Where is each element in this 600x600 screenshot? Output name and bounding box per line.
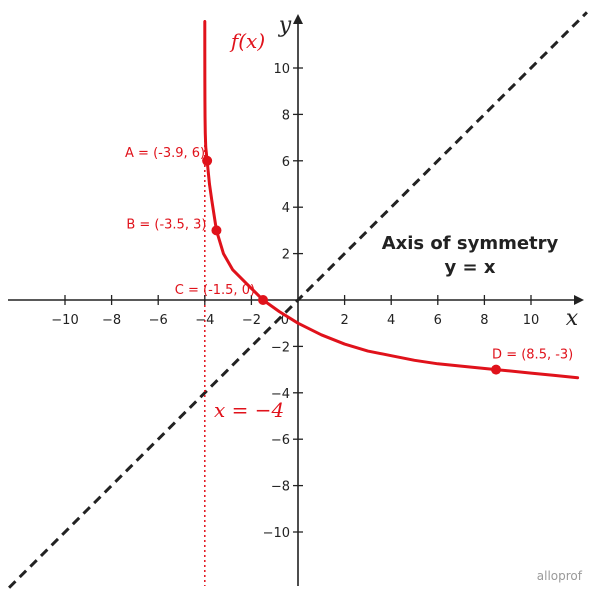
x-tick-label: −10	[51, 313, 78, 328]
y-tick-label: −2	[271, 340, 290, 355]
symmetry-axis-equation: y = x	[445, 257, 496, 278]
function-curve	[203, 20, 580, 380]
point-b	[211, 225, 222, 236]
symmetry-axis-label: Axis of symmetry	[382, 233, 559, 254]
x-tick-label: −6	[149, 313, 168, 328]
x-tick-label: −8	[102, 313, 121, 328]
y-tick-label: 10	[273, 62, 290, 77]
watermark-logo: alloprof	[537, 569, 583, 583]
x-tick-label: 10	[523, 313, 540, 328]
point-label-b: B = (-3.5, 3)	[126, 217, 206, 232]
y-axis-label: y	[278, 13, 292, 38]
x-tick-label: 2	[340, 313, 348, 328]
curve-label: f(x)	[229, 29, 265, 53]
y-tick-label: −4	[271, 387, 290, 402]
y-tick-label: −8	[271, 480, 290, 495]
y-tick-label: −6	[271, 433, 290, 448]
y-tick-label: −10	[263, 526, 290, 541]
y-tick-label: 8	[282, 108, 290, 123]
x-tick-label: 8	[480, 313, 488, 328]
point-label-d: D = (8.5, -3)	[492, 348, 573, 363]
x-axis-label: x	[566, 306, 579, 331]
point-label-a: A = (-3.9, 6)	[125, 146, 205, 161]
point-d	[491, 364, 502, 375]
x-tick-label: −2	[242, 313, 261, 328]
point-c	[258, 295, 269, 305]
x-tick-label: 4	[387, 313, 395, 328]
x-tick-label: −4	[195, 313, 214, 328]
point-label-c: C = (-1.5, 0)	[175, 283, 255, 298]
y-tick-label: 6	[282, 155, 290, 170]
y-tick-label: 2	[282, 248, 290, 263]
y-tick-label: 4	[282, 201, 290, 216]
x-tick-label: 6	[434, 313, 442, 328]
asymptote-label: x = −4	[214, 398, 284, 422]
origin-label: 0	[281, 313, 289, 328]
point-a	[202, 155, 213, 166]
